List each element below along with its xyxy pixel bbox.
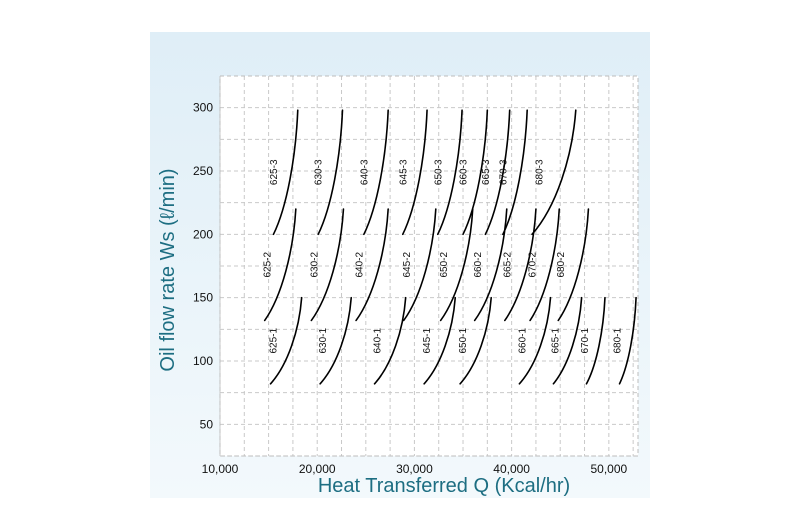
curve-label-680-1: 680-1 [612,328,623,354]
curve-650-2 [439,208,474,322]
curve-680-3 [531,109,577,236]
curve-660-1 [518,296,552,385]
curve-630-2 [310,208,345,322]
curve-680-2 [557,208,590,322]
curve-label-645-1: 645-1 [422,328,433,354]
curve-670-1 [585,296,606,385]
curve-label-680-2: 680-2 [556,252,567,278]
curve-label-660-1: 660-1 [517,328,528,354]
curve-label-670-1: 670-1 [580,328,591,354]
curve-625-2 [263,208,297,322]
curve-670-2 [529,208,561,322]
curve-label-630-2: 630-2 [310,252,321,278]
curve-label-670-3: 670-3 [498,159,509,185]
curve-640-2 [355,208,389,322]
y-tick-label: 250 [193,164,213,178]
curve-label-630-3: 630-3 [314,159,325,185]
y-tick-label: 150 [193,291,213,305]
curve-label-670-2: 670-2 [527,252,538,278]
curve-label-665-3: 665-3 [481,159,492,185]
x-tick-label: 40,000 [493,462,530,476]
y-axis-title: Oil flow rate Ws (ℓ/min) [157,168,179,371]
curve-label-650-3: 650-3 [433,159,444,185]
curve-label-640-2: 640-2 [354,252,365,278]
curve-label-680-3: 680-3 [534,159,545,185]
curve-660-2 [473,208,508,322]
curve-label-645-3: 645-3 [398,159,409,185]
curve-645-3 [401,109,428,236]
curve-670-3 [502,109,528,236]
curve-label-645-2: 645-2 [402,252,413,278]
curve-640-1 [373,296,407,385]
y-tick-label: 100 [193,354,213,368]
curve-label-650-1: 650-1 [458,328,469,354]
curve-label-625-1: 625-1 [268,328,279,354]
curve-label-660-3: 660-3 [459,159,470,185]
curve-label-660-2: 660-2 [473,252,484,278]
curve-label-665-1: 665-1 [550,328,561,354]
curve-645-1 [423,296,457,385]
x-axis-title: Heat Transferred Q (Kcal/hr) [318,475,570,497]
curve-625-3 [272,109,299,236]
curve-label-665-2: 665-2 [503,252,514,278]
curve-label-650-2: 650-2 [439,252,450,278]
curve-660-3 [462,109,489,236]
x-tick-label: 10,000 [202,462,239,476]
x-tick-label: 20,000 [299,462,336,476]
curve-645-2 [402,208,437,322]
curve-680-1 [618,296,637,385]
plot-area [220,76,638,456]
x-tick-label: 50,000 [590,462,627,476]
curve-630-1 [319,296,353,385]
curve-650-1 [459,296,493,385]
performance-curves: 625-1 630-1 640-1 645-1 650-1 660-1 665-1 670-1… [263,109,637,385]
curve-label-625-2: 625-2 [263,252,274,278]
curve-label-625-3: 625-3 [269,159,280,185]
curve-630-3 [317,109,344,236]
curve-650-3 [436,109,463,236]
curve-640-3 [363,109,389,236]
x-tick-label: 30,000 [396,462,433,476]
y-tick-label: 300 [193,101,213,115]
chart-svg: 625-1 630-1 640-1 645-1 650-1 660-1 665-1 670-1… [150,32,650,498]
curve-625-1 [269,296,303,385]
y-tick-label: 50 [200,417,214,431]
curve-label-640-1: 640-1 [372,328,383,354]
curve-665-3 [484,109,511,236]
curve-label-640-3: 640-3 [359,159,370,185]
chart-panel: 625-1 630-1 640-1 645-1 650-1 660-1 665-1 670-1… [150,32,650,498]
curve-665-2 [504,208,537,322]
curve-665-1 [552,296,583,385]
curve-label-630-1: 630-1 [318,328,329,354]
tick-labels: 10,000 20,000 30,000 40,000 50,000 50 100 150 20… [193,101,628,476]
y-tick-label: 200 [193,227,213,241]
